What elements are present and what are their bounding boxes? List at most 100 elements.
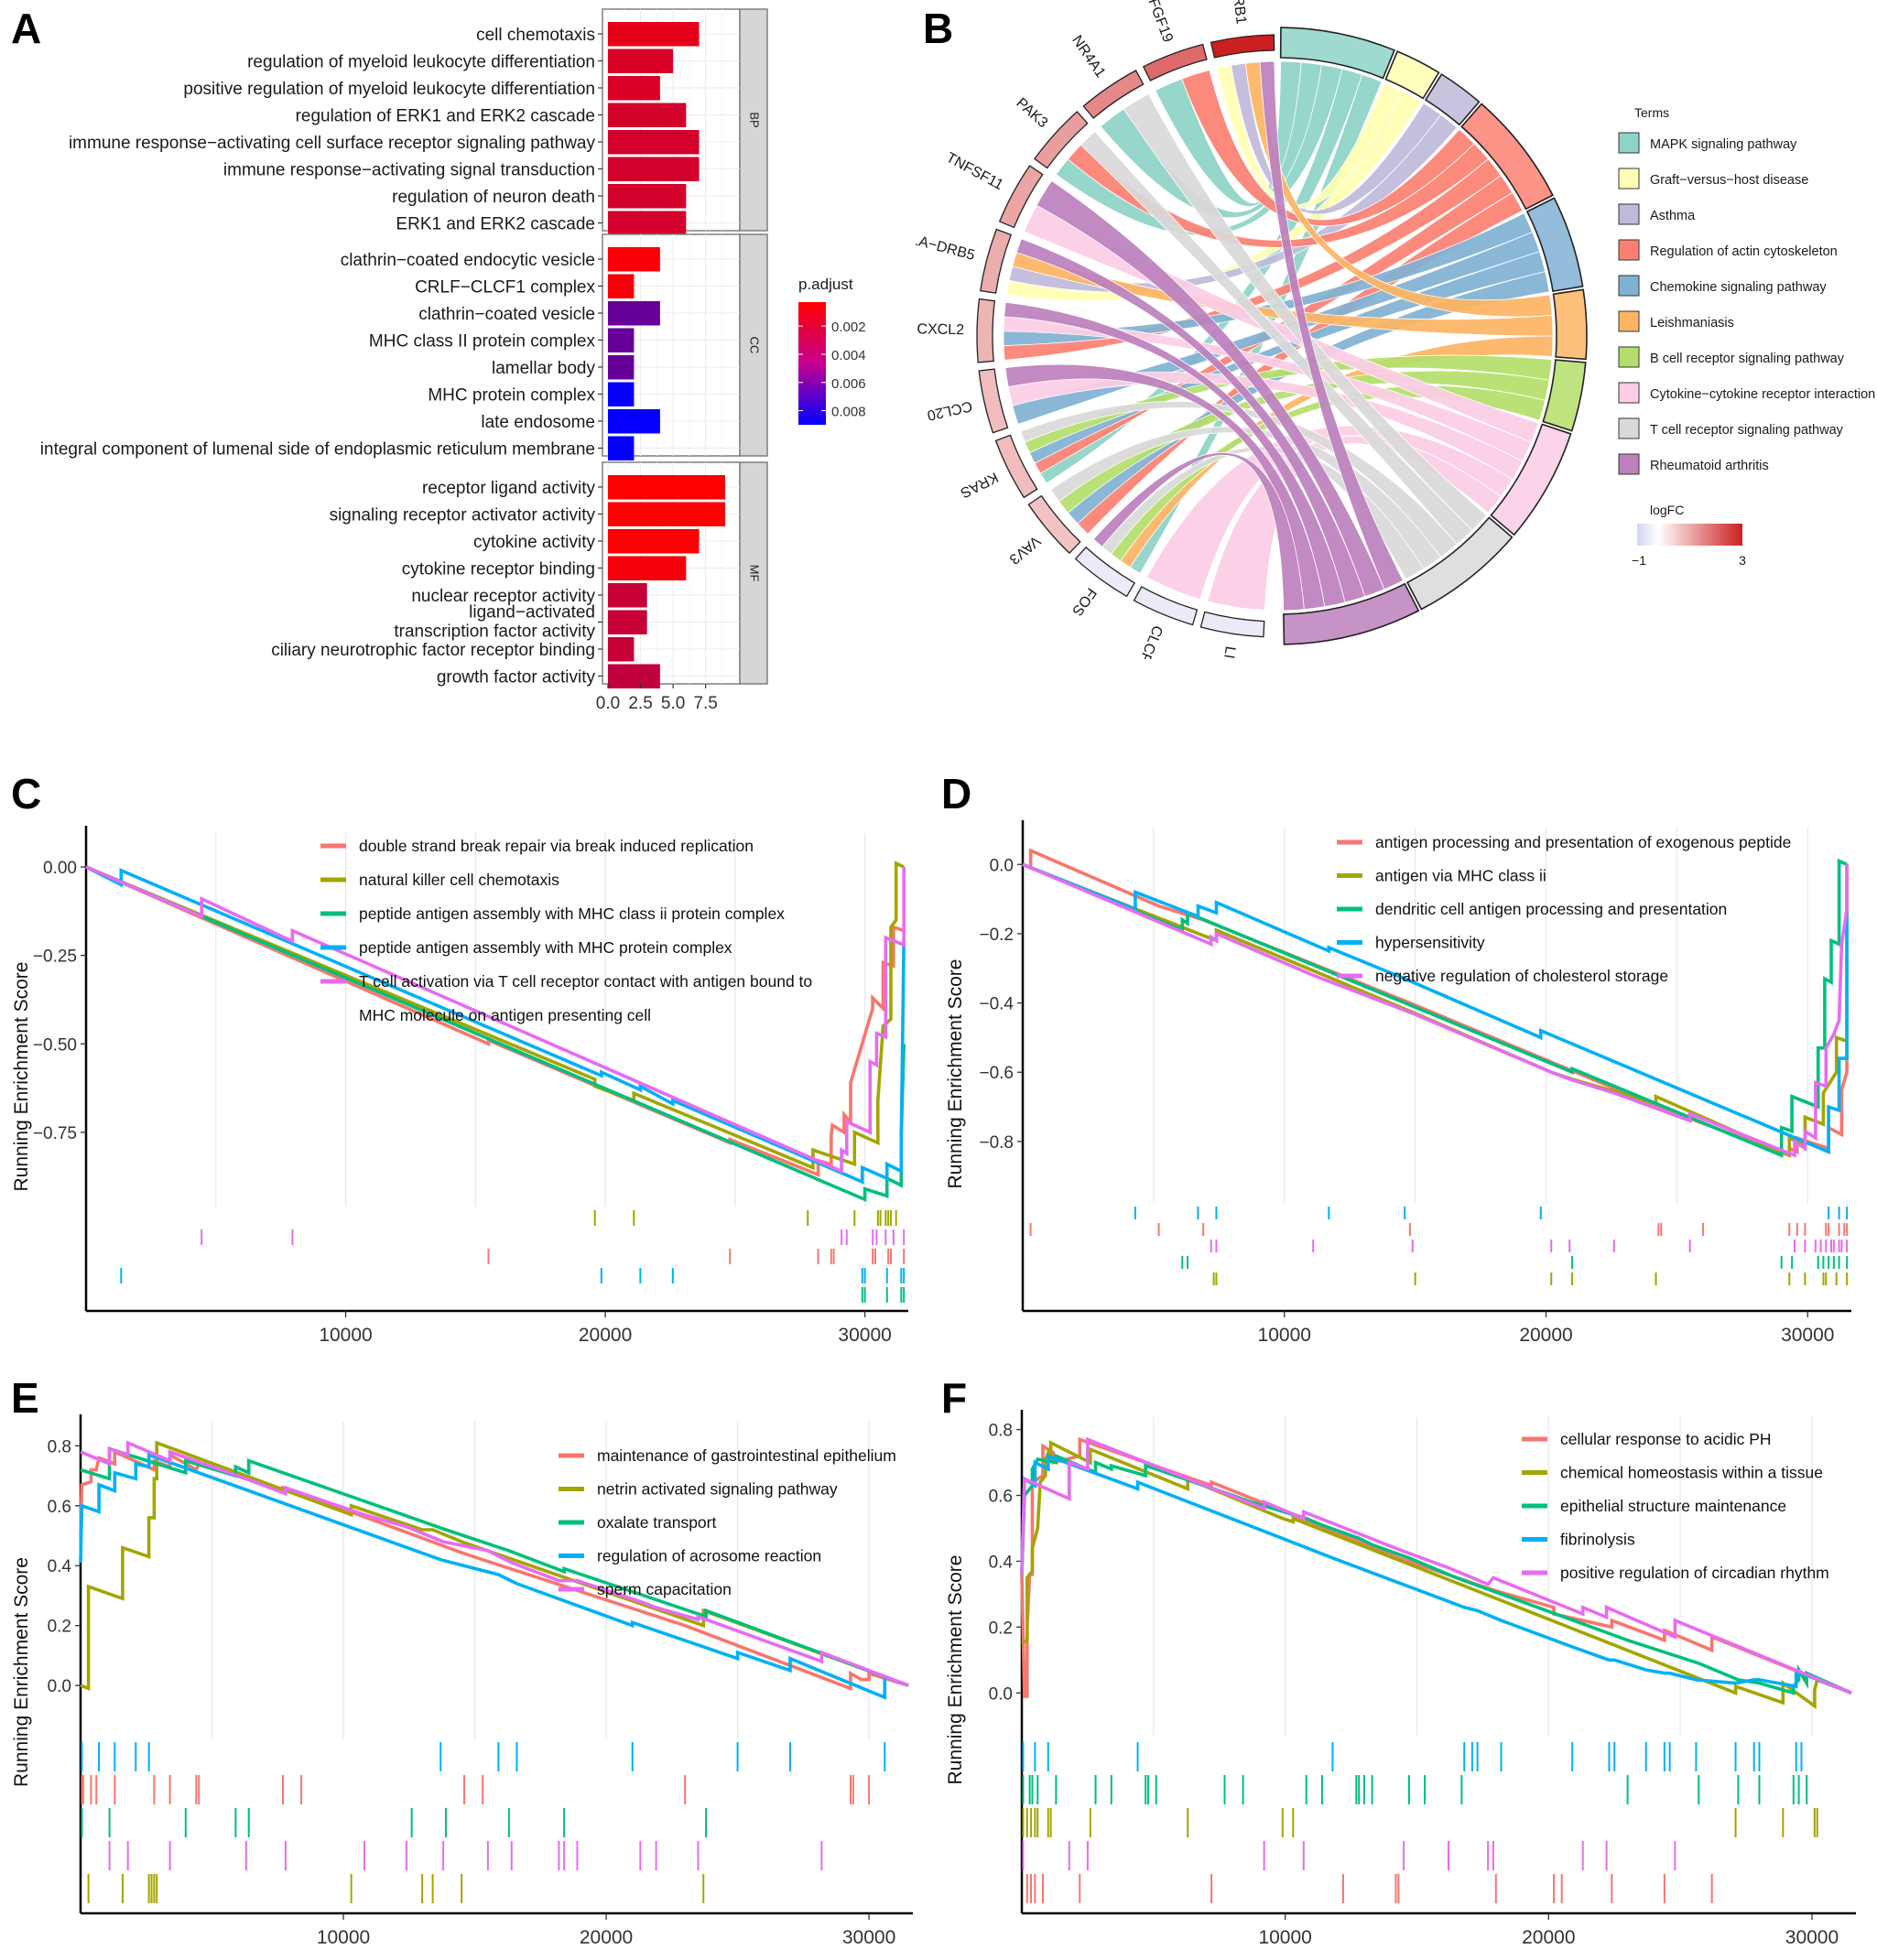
gene-segment xyxy=(998,165,1044,229)
es-curve xyxy=(85,865,906,1175)
x-tick-label: 7.5 xyxy=(693,694,717,713)
terms-legend-label: Cytokine−cytokine receptor interaction xyxy=(1650,387,1875,402)
legend-label: regulation of acrosome reaction xyxy=(597,1547,821,1565)
legend-label: dendritic cell antigen processing and pr… xyxy=(1375,900,1727,918)
es-curve xyxy=(80,1440,909,1692)
y-tick-label: −0.2 xyxy=(979,926,1014,945)
gene-segment xyxy=(1199,611,1265,638)
es-curve xyxy=(79,1449,909,1692)
chord-link xyxy=(1023,204,1540,443)
legend-label: double strand break repair via break ind… xyxy=(359,837,754,855)
y-axis-title: Running Enrichment Score xyxy=(945,1555,966,1785)
bar xyxy=(608,22,700,47)
bar-category-label: immune response−activating cell surface … xyxy=(69,134,596,153)
x-tick-label: 10000 xyxy=(1258,1927,1311,1948)
bar-category-label: late endosome xyxy=(481,413,595,432)
x-tick-label: 10000 xyxy=(319,1325,372,1346)
y-axis-title: Running Enrichment Score xyxy=(11,962,32,1192)
panel-d: D 0.0 −0.2 −0.4 −0.6 −0.8 10000 20000 30000 Runn… xyxy=(934,769,1877,1355)
bar-category-label: CRLF−CLCF1 complex xyxy=(415,278,595,298)
gene-label: HLA−DRB5 xyxy=(916,229,977,264)
gene-segment xyxy=(976,298,996,363)
bar xyxy=(608,130,700,155)
bar-category-label: MHC class II protein complex xyxy=(369,332,596,352)
gene-segment xyxy=(1074,546,1136,598)
chord-link xyxy=(1036,179,1385,598)
gsea-plot-e: 0.0 0.2 0.4 0.6 0.8 10000 20000 30000 Running En… xyxy=(11,1414,913,1948)
y-tick-label: 0.0 xyxy=(989,1684,1013,1704)
y-tick-label: 0.8 xyxy=(989,1422,1013,1441)
bar xyxy=(608,157,700,181)
bar xyxy=(608,184,687,209)
x-tick-label: 20000 xyxy=(1522,1927,1575,1948)
gene-segment xyxy=(1133,586,1199,626)
bar-category-label: cell chemotaxis xyxy=(476,26,595,45)
y-tick-label: 0.2 xyxy=(48,1618,71,1637)
es-curve xyxy=(1022,862,1849,1158)
legend-label: sperm capacitation xyxy=(597,1580,732,1598)
es-curve xyxy=(1022,862,1849,1155)
legend-label: peptide antigen assembly with MHC protei… xyxy=(359,938,732,957)
bar xyxy=(608,409,660,434)
terms-legend-swatch xyxy=(1618,310,1640,332)
bar xyxy=(608,274,635,298)
x-tick-label: 10000 xyxy=(1258,1325,1311,1346)
facet-mf: MF receptor ligand activity signaling rece… xyxy=(271,461,768,688)
bar xyxy=(608,76,660,101)
terms-legend-label: Regulation of actin cytoskeleton xyxy=(1650,244,1838,259)
bar xyxy=(608,529,700,554)
bar xyxy=(608,301,660,326)
term-segment xyxy=(1405,516,1514,611)
bar-category-label: signaling receptor activator activity xyxy=(330,506,596,525)
go-bar-chart: BP cell chemotaxis regulation of myeloid l… xyxy=(40,8,866,713)
es-curve xyxy=(1020,1453,1852,1695)
y-tick-label: −0.4 xyxy=(979,995,1014,1014)
bar-category-label: growth factor activity xyxy=(437,668,596,688)
gene-label: PAK3 xyxy=(1013,95,1050,131)
x-tick-label: 5.0 xyxy=(661,694,685,713)
es-curve xyxy=(1022,862,1849,1158)
chord-link xyxy=(1244,61,1553,318)
terms-legend-swatch xyxy=(1618,382,1640,404)
bar xyxy=(608,556,687,580)
bar xyxy=(608,328,635,352)
bar-category-label: receptor ligand activity xyxy=(422,479,596,498)
term-segment xyxy=(1542,359,1587,432)
y-axis-title: Running Enrichment Score xyxy=(945,959,966,1189)
bar-category-label: immune response−activating signal transd… xyxy=(223,161,595,180)
bar-category-label: clathrin−coated vesicle xyxy=(418,305,595,324)
chord-link xyxy=(1003,158,1502,361)
gsea-plot-f: 0.0 0.2 0.4 0.6 0.8 10000 20000 30000 Running En… xyxy=(945,1410,1856,1948)
colorbar-tick-label: 0.008 xyxy=(831,405,866,420)
logfc-max-label: 3 xyxy=(1739,553,1746,568)
chord-link xyxy=(1015,238,1366,603)
bar xyxy=(608,502,725,526)
gene-label: VAV3 xyxy=(1006,533,1044,568)
logfc-colorbar xyxy=(1637,524,1742,546)
terms-legend-swatch xyxy=(1618,168,1640,190)
gene-label: LA−DRB1 xyxy=(1225,0,1248,26)
x-tick-label: 20000 xyxy=(579,1325,632,1346)
bar-category-label: regulation of ERK1 and ERK2 cascade xyxy=(296,107,595,126)
terms-legend-label: B cell receptor signaling pathway xyxy=(1650,352,1845,366)
bar-category-label: MHC protein complex xyxy=(428,386,595,406)
gene-segment xyxy=(1142,43,1208,81)
bar xyxy=(608,355,635,380)
terms-legend-label: MAPK signaling pathway xyxy=(1650,137,1797,152)
gene-segment xyxy=(1210,34,1275,59)
legend-label: peptide antigen assembly with MHC class … xyxy=(359,904,785,923)
terms-legend-swatch xyxy=(1618,453,1640,475)
y-tick-label: −0.8 xyxy=(979,1133,1014,1153)
x-tick-label: 30000 xyxy=(838,1325,891,1346)
bar xyxy=(608,583,647,608)
bar-category-label: ERK1 and ERK2 cascade xyxy=(396,215,595,234)
y-tick-label: −0.25 xyxy=(33,948,77,967)
terms-legend-swatch xyxy=(1618,239,1640,261)
panel-e: E 0.0 0.2 0.4 0.6 0.8 10000 20000 30000 Running … xyxy=(0,1373,925,1955)
gsea-plot-c: 0.00 −0.25 −0.50 −0.75 10000 20000 30000 Runnin… xyxy=(11,826,908,1346)
p-adjust-colorbar xyxy=(798,302,826,425)
gene-label: NR4A1 xyxy=(1069,33,1108,81)
panel-a: A BP cell chemotaxis regulation of myeloid… xyxy=(0,0,906,742)
legend-label: epithelial structure maintenance xyxy=(1560,1497,1786,1515)
